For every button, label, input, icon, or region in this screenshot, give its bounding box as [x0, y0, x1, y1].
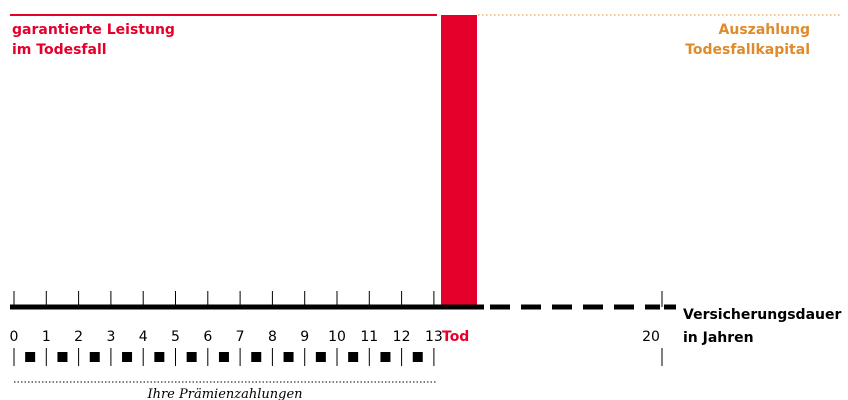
tick-label: 3: [106, 329, 115, 345]
tick-label: 12: [393, 329, 411, 345]
premium-square: [315, 352, 326, 362]
axis-label: in Jahren: [683, 330, 754, 346]
tick-label: 6: [203, 329, 212, 345]
tick-label: 1: [42, 329, 51, 345]
tick-label: 11: [360, 329, 378, 345]
death-bar: [441, 15, 477, 307]
tick-label: 5: [171, 329, 180, 345]
tick-label: 10: [328, 329, 346, 345]
tick-label: 13: [425, 329, 443, 345]
payout-label: Todesfallkapital: [685, 42, 810, 58]
premium-square: [25, 352, 36, 362]
premium-square: [251, 352, 262, 362]
tick-label: 2: [74, 329, 83, 345]
tick-label: 4: [139, 329, 148, 345]
premium-square: [218, 352, 229, 362]
tick-label: 20: [642, 329, 660, 345]
premium-square: [412, 352, 423, 362]
tick-label: 0: [10, 329, 19, 345]
premium-square: [186, 352, 197, 362]
premium-label: Ihre Prämienzahlungen: [146, 387, 302, 400]
premium-square: [122, 352, 133, 362]
tick-label: 8: [268, 329, 277, 345]
premium-square: [57, 352, 68, 362]
premium-square: [283, 352, 294, 362]
premium-square: [89, 352, 100, 362]
tick-label: 7: [236, 329, 245, 345]
death-label: Tod: [442, 329, 469, 345]
premium-square: [380, 352, 391, 362]
axis-label: Versicherungsdauer: [683, 307, 841, 323]
premium-square: [348, 352, 359, 362]
guarantee-label: garantierte Leistung: [12, 22, 175, 38]
guarantee-label: im Todesfall: [12, 42, 107, 58]
tick-label: 9: [300, 329, 309, 345]
payout-label: Auszahlung: [719, 22, 810, 38]
premium-square: [154, 352, 165, 362]
